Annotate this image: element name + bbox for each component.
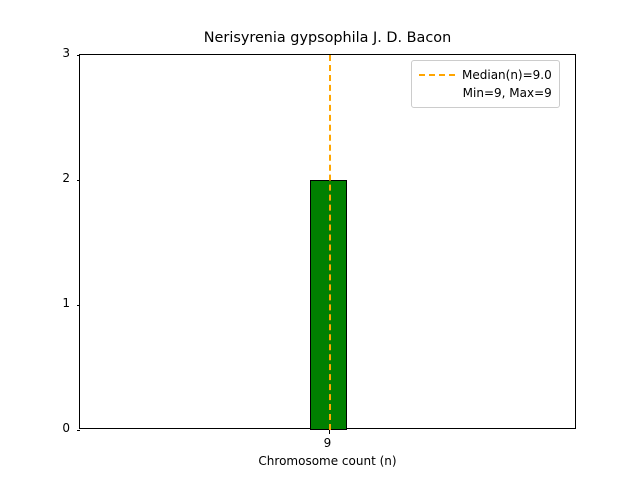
legend-entry-minmax: Min=9, Max=9: [419, 84, 552, 102]
x-axis-label: Chromosome count (n): [258, 454, 397, 468]
y-axis-label-wrapper: Num of counts (Total 2): [18, 429, 58, 480]
plot-area: [76, 54, 576, 434]
y-tick-label-0: 0: [62, 421, 70, 435]
y-tick-mark-1: [76, 305, 80, 306]
y-tick-mark-0: [76, 430, 80, 431]
x-tick-label-9: 9: [323, 436, 332, 450]
y-tick-label-3: 3: [62, 46, 70, 60]
chart-legend: Median(n)=9.0 Min=9, Max=9: [411, 60, 560, 108]
legend-label-median: Median(n)=9.0: [462, 68, 552, 82]
y-tick-label-2: 2: [62, 171, 70, 185]
legend-entry-median: Median(n)=9.0: [419, 66, 552, 84]
chart-title: Nerisyrenia gypsophila J. D. Bacon: [203, 30, 452, 46]
y-tick-label-1: 1: [62, 296, 70, 310]
legend-label-minmax: Min=9, Max=9: [462, 86, 552, 100]
dashed-line-icon: [419, 69, 455, 81]
x-tick-mark-9: [328, 430, 330, 434]
y-tick-mark-2: [76, 180, 80, 181]
median-line: [328, 55, 331, 430]
y-tick-mark-3: [76, 55, 80, 56]
bar-9: [309, 180, 348, 430]
